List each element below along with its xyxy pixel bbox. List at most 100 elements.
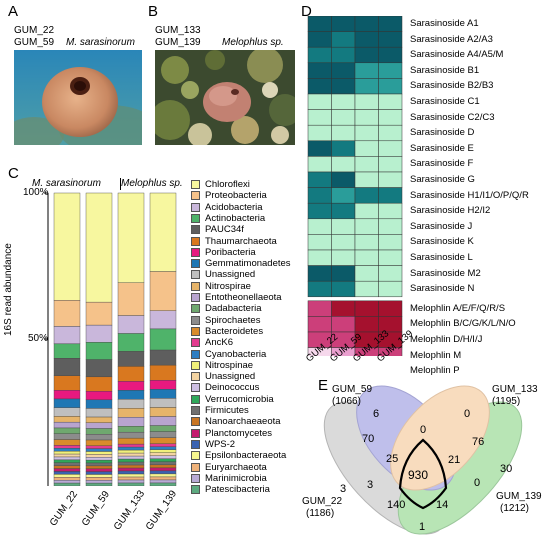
heatmap-row-label: Sarasinoside L <box>410 252 473 263</box>
bar-segment-gum22-5 <box>53 375 81 391</box>
bar-segment-gum139-0 <box>149 192 177 272</box>
bar-segment-gum22-2 <box>53 326 81 345</box>
venn-22-139-b: 140 <box>387 499 405 511</box>
venn-59-133-139: 21 <box>448 454 460 466</box>
taxa-legend: Chloroflexi Proteobacteria Acidobacteria Ac… <box>191 179 311 509</box>
bar-segment-gum59-16 <box>85 451 113 455</box>
venn-label-gum139: GUM_139 <box>496 491 542 502</box>
bar-segment-gum139-5 <box>149 364 177 381</box>
heatmap-cell <box>331 78 356 95</box>
heatmap-cell <box>354 62 379 79</box>
heatmap-cell <box>378 202 403 220</box>
legend-label: Poribacteria <box>205 246 256 258</box>
heatmap-cell <box>378 280 403 298</box>
bar-segment-gum133-17 <box>117 452 145 457</box>
bar-segment-gum59-24 <box>85 474 113 478</box>
bar-segment-gum22-7 <box>53 398 81 408</box>
bar-segment-gum133-7 <box>117 390 145 400</box>
bar-segment-gum133-6 <box>117 381 145 391</box>
panel-b-species: Melophlus sp. <box>222 37 284 48</box>
heatmap-cell <box>378 218 403 235</box>
bar-segment-gum22-17 <box>53 453 81 458</box>
venn-total-gum22: (1186) <box>306 508 334 519</box>
venn-59-22-133: 25 <box>386 453 398 465</box>
heatmap-column-labels: GUM_22 GUM_59 GUM_133 GUM_139 <box>304 328 415 370</box>
heatmap-row-label: Melophlin B/C/G/K/L/N/O <box>410 318 516 330</box>
panel-a-sample-2: GUM_59 <box>14 37 55 48</box>
bar-segment-gum133-20 <box>117 461 145 466</box>
heatmap-cell <box>307 171 332 188</box>
bar-segment-gum139-21 <box>149 464 177 469</box>
bar-segment-gum59-20 <box>85 462 113 467</box>
legend-swatch <box>191 270 200 280</box>
heatmap-cell <box>354 156 379 173</box>
heatmap-cell <box>331 249 356 266</box>
panel-a-sample-1: GUM_22 <box>14 25 55 36</box>
bar-segment-gum133-2 <box>117 315 145 334</box>
bar-segment-gum22-15 <box>53 448 81 452</box>
legend-swatch <box>191 383 200 393</box>
bar-segment-gum59-4 <box>85 359 113 378</box>
heatmap <box>307 16 403 356</box>
bar-segment-gum59-19 <box>85 459 113 464</box>
heatmap-cell <box>378 46 403 64</box>
heatmap-cell <box>378 78 403 95</box>
panel-b-sample-1: GUM_133 <box>155 25 201 36</box>
heatmap-cell <box>331 234 356 251</box>
heatmap-cell <box>307 202 332 220</box>
bar-segment-gum133-16 <box>117 449 145 454</box>
heatmap-cell <box>378 187 403 204</box>
heatmap-cell <box>354 78 379 95</box>
bar-segment-gum139-9 <box>149 407 177 417</box>
bar-segment-gum133-1 <box>117 282 145 316</box>
heatmap-row-label: Sarasinoside J <box>410 220 473 232</box>
heatmap-row-label: Sarasinoside K <box>410 236 474 248</box>
bar-segment-gum59-11 <box>85 428 113 435</box>
venn-set-gum133 <box>390 385 490 491</box>
legend-label: Epsilonbacteraeota <box>205 450 287 462</box>
heatmap-cell <box>307 31 332 48</box>
bar-segment-gum59-3 <box>85 342 113 360</box>
x-label-gum22: GUM_22 <box>48 489 80 529</box>
heatmap-cell <box>378 109 403 126</box>
legend-label: Patescibacteria <box>205 484 270 496</box>
legend-swatch <box>191 451 200 461</box>
heatmap-cell <box>354 31 379 48</box>
panel-letter-c: C <box>8 165 19 182</box>
bar-segment-gum59-0 <box>85 192 113 303</box>
heatmap-cell <box>307 16 332 32</box>
y-tick-50: 50% <box>28 333 49 344</box>
bar-segment-gum133-10 <box>117 417 145 427</box>
bar-segment-gum133-0 <box>117 192 145 283</box>
legend-swatch <box>191 372 200 382</box>
legend-label: Planctomycetes <box>205 427 273 439</box>
bar-segment-gum59-21 <box>85 465 113 469</box>
bar-segment-gum139-1 <box>149 271 177 312</box>
legend-swatch <box>191 191 200 201</box>
bar-segment-gum139-14 <box>149 443 177 447</box>
bar-segment-gum139-13 <box>149 437 177 444</box>
panel-c-species-1: M. sarasinorum <box>32 178 101 189</box>
heatmap-cell <box>378 62 403 79</box>
bar-segment-gum139-12 <box>149 431 177 438</box>
x-axis-labels: GUM_22 GUM_59 GUM_133 GUM_139 <box>44 478 184 536</box>
heatmap-row-label: Sarasinoside G <box>410 174 475 185</box>
heatmap-cell <box>331 156 356 173</box>
venn-diagram: GUM_59 (1066) GUM_133 (1195) GUM_22 (118… <box>302 384 542 535</box>
heatmap-cell <box>354 46 379 64</box>
bar-segment-gum22-16 <box>53 450 81 455</box>
heatmap-row-label: Sarasinoside M2 <box>410 267 481 279</box>
heatmap-cell <box>354 124 379 142</box>
bar-segment-gum139-19 <box>149 458 177 463</box>
bar-segment-gum133-23 <box>117 470 145 475</box>
legend-swatch <box>191 281 200 291</box>
heatmap-cell <box>378 31 403 48</box>
heatmap-cell <box>307 78 332 95</box>
legend-label: Gemmatimonadetes <box>205 258 291 270</box>
heatmap-cell <box>378 347 403 356</box>
heatmap-row-label: Sarasinoside N <box>410 283 475 295</box>
venn-59-22-139: 3 <box>367 479 373 491</box>
panel-letter-b: B <box>148 3 159 20</box>
heatmap-row-label: Sarasinoside H2/I2 <box>410 205 491 217</box>
bar-segment-gum133-5 <box>117 366 145 382</box>
